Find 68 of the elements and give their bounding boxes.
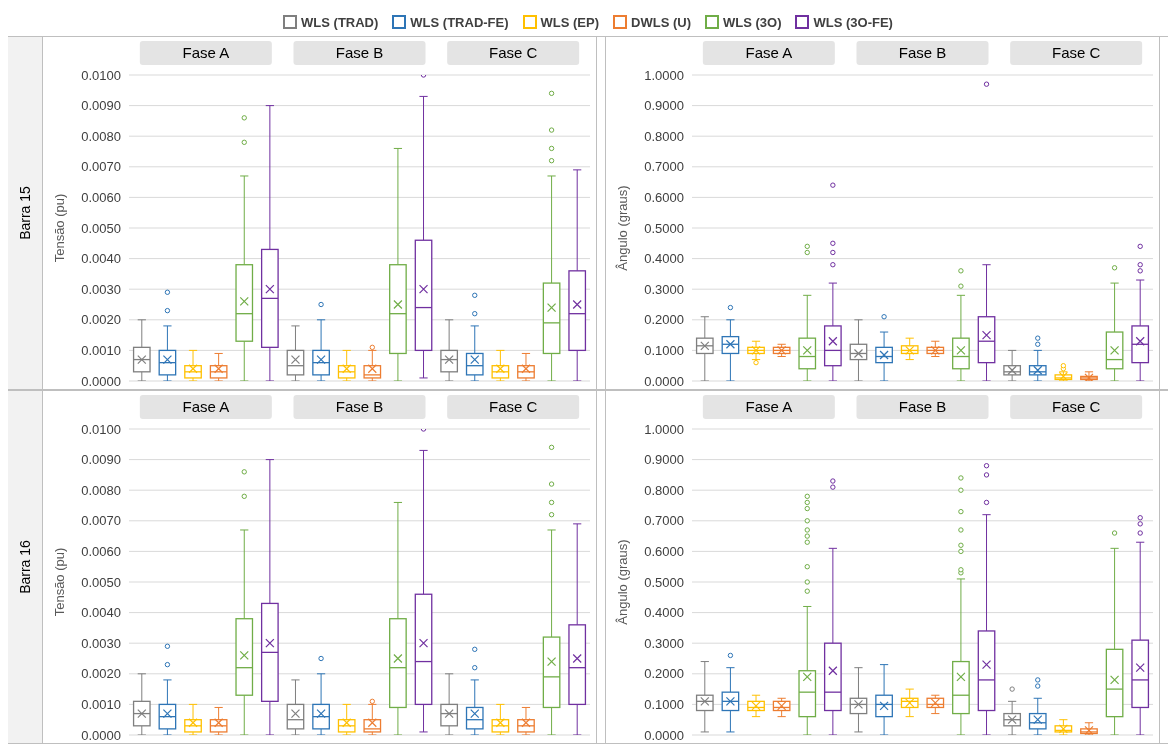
legend-label: WLS (3O) xyxy=(722,14,782,30)
y-tick-label: 0.3000 xyxy=(644,281,684,297)
legend-label: DWLS (U) xyxy=(631,14,691,30)
y-tick-label: 0.6000 xyxy=(644,544,684,560)
y-tick-label: 0.0010 xyxy=(81,697,121,713)
y-tick-label: 0.0060 xyxy=(81,190,121,206)
y-tick-label: 0.1000 xyxy=(644,697,684,713)
y-tick-label: 0.0090 xyxy=(81,452,121,468)
y-tick-label: 0.7000 xyxy=(644,159,684,175)
y-tick-label: 0.0050 xyxy=(81,220,121,236)
x-tick-label: Fase C xyxy=(1051,398,1101,415)
y-tick-label: 0.0080 xyxy=(81,482,121,498)
y-tick-label: 0.0100 xyxy=(81,421,121,437)
legend-label: WLS (EP) xyxy=(540,14,600,30)
y-tick-label: 0.5000 xyxy=(644,574,684,590)
y-tick-label: 0.6000 xyxy=(644,190,684,206)
text: Barra 15 xyxy=(17,186,34,240)
y-tick-label: 0.0090 xyxy=(81,98,121,114)
y-axis-title: Tensão (pu) xyxy=(51,193,67,263)
y-tick-label: 0.2000 xyxy=(644,312,684,328)
text: Barra 16 xyxy=(17,540,34,594)
y-axis-title: Ângulo (graus) xyxy=(614,185,630,271)
y-tick-label: 0.0050 xyxy=(81,574,121,590)
y-tick-label: 0.0030 xyxy=(81,635,121,651)
x-tick-label: Fase A xyxy=(745,44,793,61)
y-tick-label: 0.9000 xyxy=(644,98,684,114)
x-tick-label: Fase B xyxy=(898,44,947,61)
y-tick-label: 0.0030 xyxy=(81,281,121,297)
x-tick-label: Fase B xyxy=(898,398,947,415)
y-tick-label: 0.5000 xyxy=(644,220,684,236)
y-tick-label: 0.0000 xyxy=(81,727,121,743)
legend-label: WLS (TRAD-FE) xyxy=(410,14,509,30)
y-tick-label: 0.0060 xyxy=(81,544,121,560)
y-tick-label: 0.8000 xyxy=(644,482,684,498)
x-tick-label: Fase C xyxy=(1051,44,1101,61)
y-tick-label: 0.4000 xyxy=(644,251,684,267)
y-tick-label: 0.7000 xyxy=(644,513,684,529)
x-tick-label: Fase A xyxy=(745,398,793,415)
y-axis-title: Ângulo (graus) xyxy=(614,539,630,625)
x-tick-label: Fase C xyxy=(488,44,538,61)
y-axis-title: Tensão (pu) xyxy=(51,547,67,617)
y-tick-label: 0.0070 xyxy=(81,159,121,175)
x-tick-label: Fase B xyxy=(335,398,384,415)
x-tick-label: Fase A xyxy=(182,398,230,415)
y-tick-label: 0.4000 xyxy=(644,605,684,621)
y-tick-label: 0.0100 xyxy=(81,67,121,83)
legend-label: WLS (3O-FE) xyxy=(813,14,893,30)
y-tick-label: 0.0080 xyxy=(81,128,121,144)
x-tick-label: Fase C xyxy=(488,398,538,415)
y-tick-label: 0.3000 xyxy=(644,635,684,651)
x-tick-label: Fase B xyxy=(335,44,384,61)
y-tick-label: 1.0000 xyxy=(644,421,684,437)
y-tick-label: 0.0040 xyxy=(81,251,121,267)
y-tick-label: 0.8000 xyxy=(644,128,684,144)
y-tick-label: 0.0020 xyxy=(81,312,121,328)
legend-label: WLS (TRAD) xyxy=(301,14,379,30)
y-tick-label: 0.0040 xyxy=(81,605,121,621)
y-tick-label: 1.0000 xyxy=(644,67,684,83)
y-tick-label: 0.0000 xyxy=(644,727,684,743)
y-tick-label: 0.0010 xyxy=(81,343,121,359)
y-tick-label: 0.2000 xyxy=(644,666,684,682)
y-tick-label: 0.0070 xyxy=(81,513,121,529)
y-tick-label: 0.0000 xyxy=(81,373,121,389)
x-tick-label: Fase A xyxy=(182,44,230,61)
y-tick-label: 0.0020 xyxy=(81,666,121,682)
y-tick-label: 0.0000 xyxy=(644,373,684,389)
y-tick-label: 0.9000 xyxy=(644,452,684,468)
y-tick-label: 0.1000 xyxy=(644,343,684,359)
